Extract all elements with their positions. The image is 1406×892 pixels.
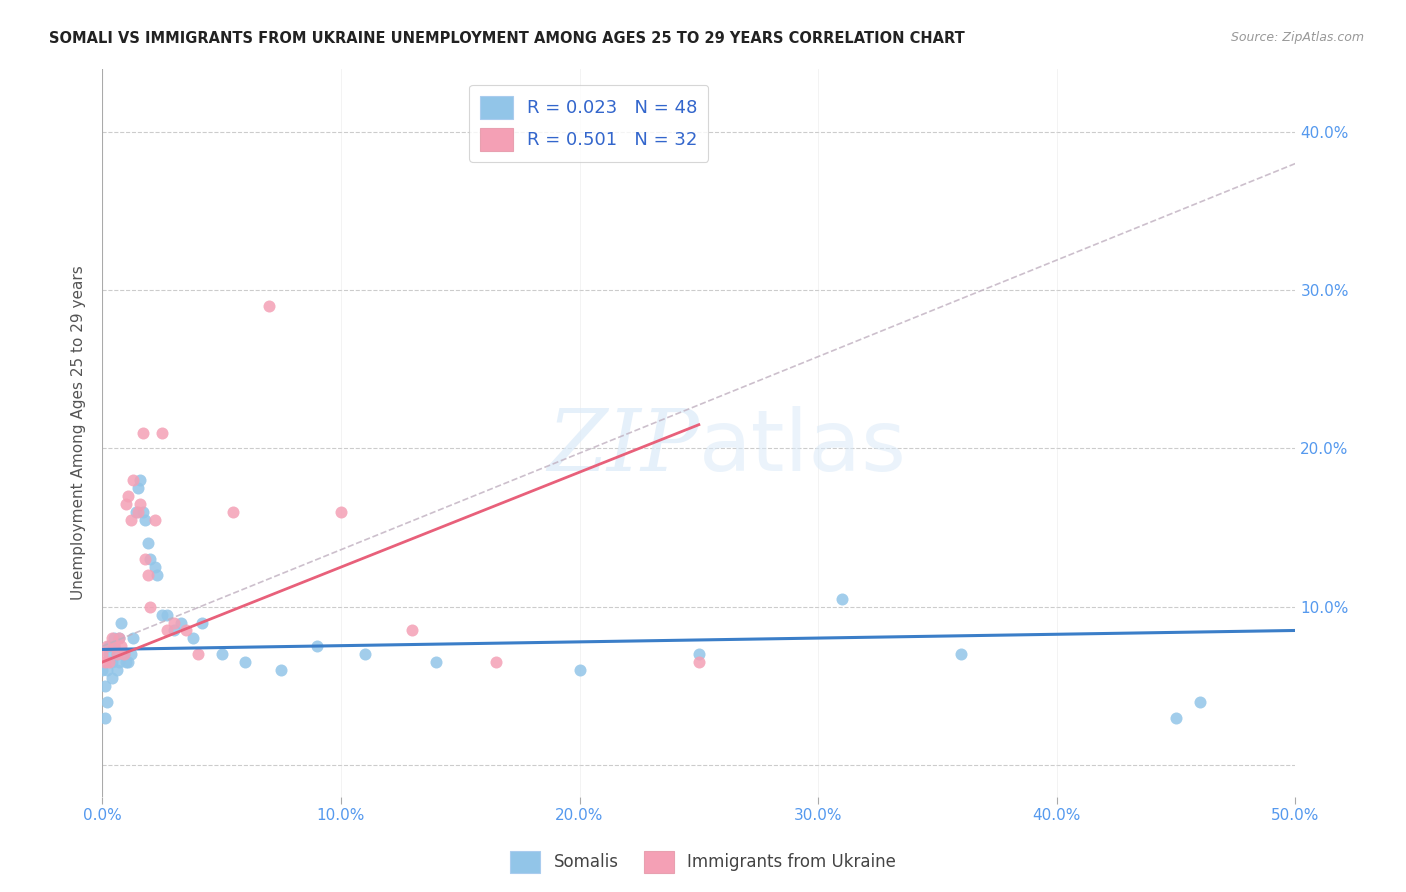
Point xyxy=(329,505,352,519)
Point xyxy=(211,647,233,661)
Point xyxy=(143,560,166,574)
Point xyxy=(950,647,973,661)
Point xyxy=(112,647,135,661)
Legend: Somalis, Immigrants from Ukraine: Somalis, Immigrants from Ukraine xyxy=(503,845,903,880)
Point xyxy=(136,536,159,550)
Point xyxy=(108,632,131,646)
Point xyxy=(100,671,122,685)
Point xyxy=(143,513,166,527)
Point xyxy=(181,632,204,646)
Point xyxy=(103,640,125,654)
Point xyxy=(150,425,173,440)
Point xyxy=(105,663,128,677)
Point xyxy=(100,655,122,669)
Point xyxy=(96,695,118,709)
Point xyxy=(124,505,146,519)
Point xyxy=(93,710,115,724)
Point xyxy=(105,647,128,661)
Point xyxy=(122,473,145,487)
Point xyxy=(132,505,155,519)
Point xyxy=(91,663,114,677)
Point xyxy=(129,473,152,487)
Point xyxy=(108,632,131,646)
Point xyxy=(96,640,118,654)
Point xyxy=(136,568,159,582)
Point xyxy=(98,640,121,654)
Text: atlas: atlas xyxy=(699,406,907,489)
Text: Source: ZipAtlas.com: Source: ZipAtlas.com xyxy=(1230,31,1364,45)
Point xyxy=(305,640,328,654)
Point xyxy=(1166,710,1188,724)
Point xyxy=(120,647,142,661)
Point xyxy=(688,647,710,661)
Point xyxy=(93,679,115,693)
Point xyxy=(115,655,138,669)
Text: SOMALI VS IMMIGRANTS FROM UKRAINE UNEMPLOYMENT AMONG AGES 25 TO 29 YEARS CORRELA: SOMALI VS IMMIGRANTS FROM UKRAINE UNEMPL… xyxy=(49,31,965,46)
Point xyxy=(568,663,591,677)
Point xyxy=(187,647,209,661)
Point xyxy=(134,513,156,527)
Point xyxy=(353,647,375,661)
Point xyxy=(1188,695,1211,709)
Point xyxy=(105,647,128,661)
Point xyxy=(98,647,121,661)
Point xyxy=(170,615,193,630)
Point xyxy=(139,552,162,566)
Point xyxy=(93,655,115,669)
Point xyxy=(117,655,139,669)
Point xyxy=(100,632,122,646)
Point xyxy=(222,505,245,519)
Point xyxy=(117,489,139,503)
Point xyxy=(122,632,145,646)
Point xyxy=(156,607,179,622)
Point xyxy=(163,624,186,638)
Point xyxy=(139,599,162,614)
Point xyxy=(103,632,125,646)
Point xyxy=(103,640,125,654)
Point xyxy=(401,624,423,638)
Point xyxy=(235,655,257,669)
Point xyxy=(110,640,132,654)
Point xyxy=(191,615,214,630)
Point xyxy=(270,663,292,677)
Text: ZIP: ZIP xyxy=(547,406,699,489)
Point xyxy=(146,568,169,582)
Point xyxy=(150,607,173,622)
Point xyxy=(127,505,149,519)
Point xyxy=(91,647,114,661)
Point xyxy=(120,513,142,527)
Point xyxy=(108,655,131,669)
Point xyxy=(115,497,138,511)
Point xyxy=(129,497,152,511)
Point xyxy=(134,552,156,566)
Point xyxy=(156,624,179,638)
Point xyxy=(259,299,281,313)
Point xyxy=(163,615,186,630)
Y-axis label: Unemployment Among Ages 25 to 29 years: Unemployment Among Ages 25 to 29 years xyxy=(72,265,86,600)
Point xyxy=(112,647,135,661)
Point xyxy=(98,655,121,669)
Legend: R = 0.023   N = 48, R = 0.501   N = 32: R = 0.023 N = 48, R = 0.501 N = 32 xyxy=(470,85,709,162)
Point xyxy=(688,655,710,669)
Point xyxy=(96,663,118,677)
Point xyxy=(174,624,197,638)
Point xyxy=(132,425,155,440)
Point xyxy=(425,655,447,669)
Point xyxy=(485,655,508,669)
Point xyxy=(110,615,132,630)
Point xyxy=(831,591,853,606)
Point xyxy=(127,481,149,495)
